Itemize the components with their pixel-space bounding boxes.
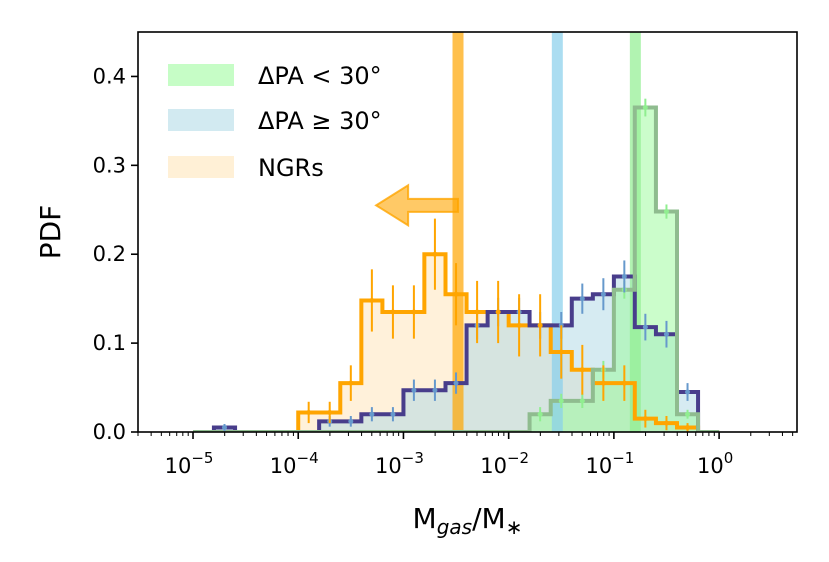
y-tick-label-1: 0.1 — [93, 331, 126, 355]
error-point-2-7 — [348, 380, 354, 386]
error-point-1-22 — [663, 331, 669, 337]
hist-outline-0 — [193, 105, 720, 432]
x-tick-label-2: 10−3 — [375, 449, 424, 478]
error-point-2-21 — [642, 416, 648, 422]
hist-fill-1 — [193, 276, 720, 432]
legend-swatch-1 — [168, 109, 234, 131]
plot-area — [193, 32, 720, 432]
error-point-2-20 — [621, 380, 627, 386]
error-point-2-19 — [600, 380, 606, 386]
error-point-2-13 — [474, 309, 480, 315]
x-tick-label-3: 10−2 — [480, 449, 529, 478]
error-point-1-8 — [369, 411, 375, 417]
y-tick-label-4: 0.4 — [93, 64, 126, 88]
hist-outline-2 — [193, 252, 720, 432]
error-point-2-10 — [411, 309, 417, 315]
x-tick-label-0: 10−5 — [165, 449, 214, 478]
error-point-2-15 — [516, 322, 522, 328]
error-point-0-22 — [663, 209, 669, 215]
error-point-0-21 — [642, 105, 648, 111]
error-point-1-10 — [411, 387, 417, 393]
error-point-2-12 — [453, 291, 459, 297]
error-point-2-17 — [558, 349, 564, 355]
legend: ΔPA < 30° ΔPA ≥ 30° NGRs — [168, 62, 382, 182]
error-point-1-20 — [621, 273, 627, 279]
error-point-1-1 — [221, 425, 227, 431]
error-point-0-16 — [537, 411, 543, 417]
error-point-1-9 — [390, 411, 396, 417]
x-axis-label: Mgas/M∗ — [413, 502, 523, 539]
x-tick-label-4: 10−1 — [585, 449, 634, 478]
axes-frame — [137, 31, 798, 433]
error-point-2-18 — [579, 367, 585, 373]
error-point-1-21 — [642, 324, 648, 330]
error-point-2-23 — [685, 425, 691, 431]
hist-fill-0 — [193, 107, 720, 432]
x-tick-label-5: 100 — [697, 449, 733, 478]
error-point-2-9 — [390, 309, 396, 315]
legend-label-2: NGRs — [258, 154, 324, 182]
legend-swatch-2 — [168, 156, 234, 178]
error-point-1-7 — [348, 418, 354, 424]
error-point-2-11 — [432, 251, 438, 257]
error-point-2-22 — [663, 420, 669, 426]
error-point-0-17 — [558, 398, 564, 404]
y-axis-label: PDF — [34, 205, 67, 260]
legend-label-0: ΔPA < 30° — [258, 62, 382, 90]
error-point-1-18 — [579, 296, 585, 302]
y-tick-label-0: 0.0 — [93, 420, 126, 444]
axes: 0.0 0.1 0.2 0.3 0.4 10−5 10−4 10−3 10−2 10−1 100 — [93, 31, 798, 478]
error-point-1-19 — [600, 291, 606, 297]
legend-label-1: ΔPA ≥ 30° — [258, 107, 382, 135]
error-point-0-18 — [579, 398, 585, 404]
error-point-1-23 — [685, 389, 691, 395]
legend-swatch-0 — [168, 64, 234, 86]
left-arrow — [374, 183, 460, 228]
y-tick-label-2: 0.2 — [93, 242, 126, 266]
plot-clip-group — [193, 32, 720, 432]
error-point-2-16 — [537, 322, 543, 328]
error-point-1-11 — [432, 387, 438, 393]
error-point-2-14 — [495, 309, 501, 315]
error-point-2-8 — [369, 297, 375, 303]
error-point-0-23 — [685, 411, 691, 417]
x-tick-label-1: 10−4 — [270, 449, 319, 478]
error-point-1-12 — [453, 380, 459, 386]
error-point-2-6 — [327, 409, 333, 415]
y-tick-label-3: 0.3 — [93, 153, 126, 177]
error-point-2-5 — [306, 409, 312, 415]
